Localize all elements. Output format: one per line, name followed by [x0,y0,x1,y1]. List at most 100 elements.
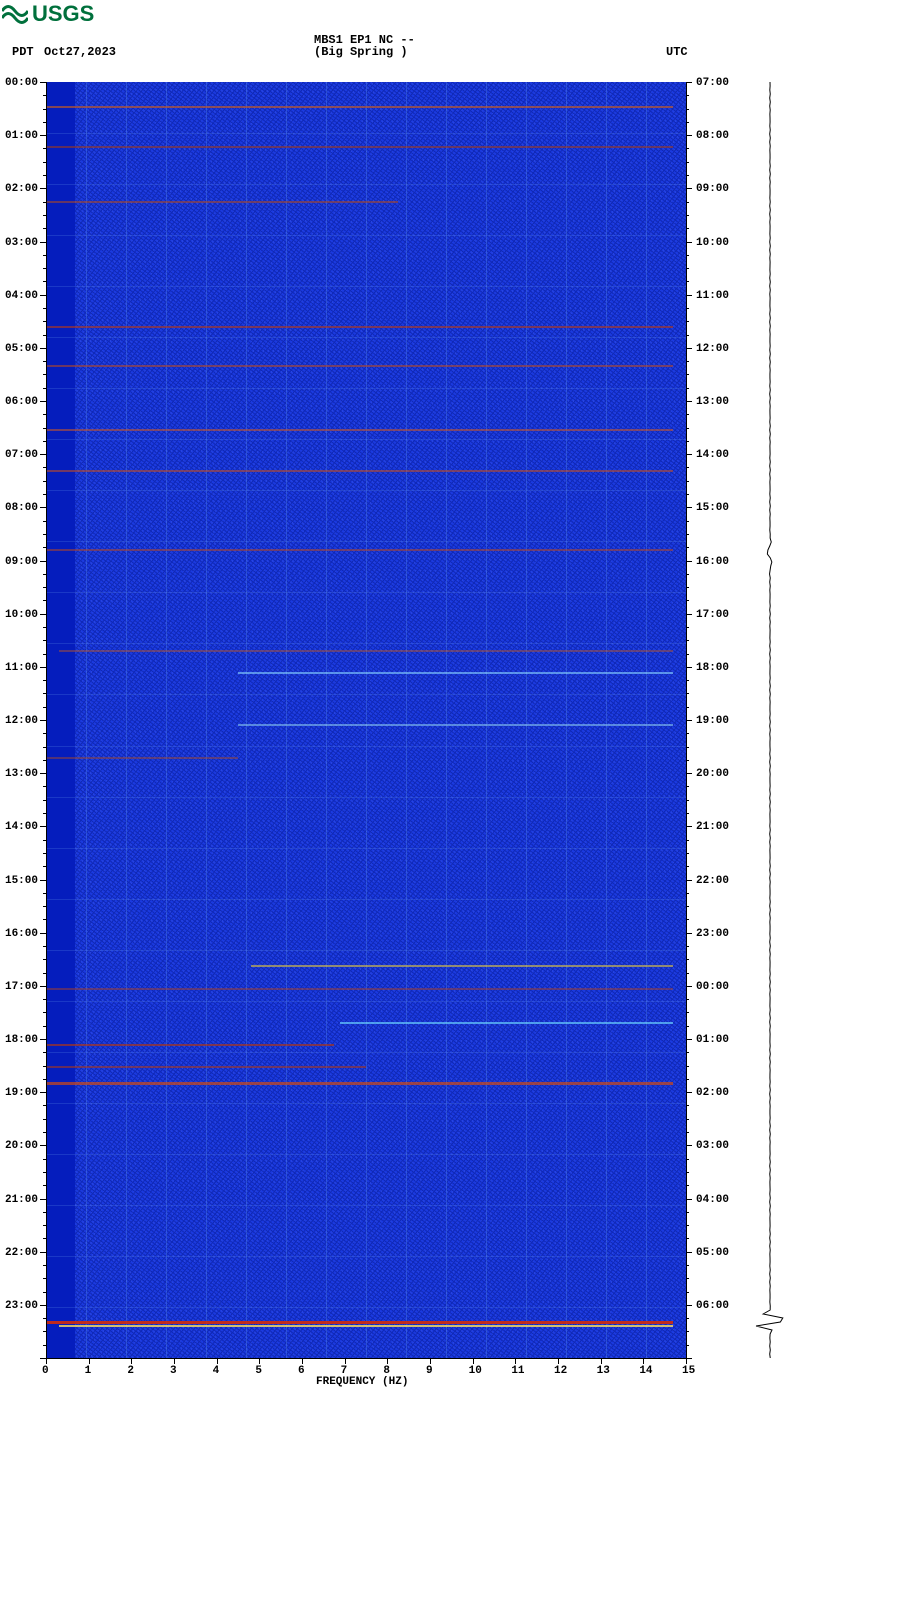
grid-v-line [526,82,527,1358]
axis-tick [40,561,46,562]
left-y-tick-label: 07:00 [5,449,38,461]
grid-h-line [46,490,686,491]
axis-tick [686,1252,692,1253]
axis-tick [686,401,692,402]
left-y-tick-label: 05:00 [5,343,38,355]
spectral-event [46,429,673,431]
x-tick-label: 11 [511,1365,524,1377]
axis-tick [43,428,46,429]
right-y-tick-label: 05:00 [696,1247,729,1259]
left-y-tick-label: 02:00 [5,183,38,195]
right-y-tick-label: 11:00 [696,290,729,302]
axis-tick [40,826,46,827]
spectral-event [46,1082,673,1085]
axis-tick [686,428,689,429]
axis-tick [686,228,689,229]
axis-tick [686,946,689,947]
side-seismogram [740,82,800,1358]
grid-h-line [46,286,686,287]
spectral-event [46,757,238,759]
axis-tick [43,707,46,708]
axis-tick [686,1225,689,1226]
axis-tick [686,959,689,960]
axis-tick [686,374,689,375]
axis-tick [43,521,46,522]
grid-v-line [286,82,287,1358]
axis-tick [43,693,46,694]
axis-tick [686,919,689,920]
x-axis-label: FREQUENCY (HZ) [316,1376,408,1388]
axis-tick [40,1092,46,1093]
axis-tick [686,481,689,482]
axis-tick [43,215,46,216]
axis-tick [43,1345,46,1346]
right-y-tick-label: 04:00 [696,1194,729,1206]
grid-h-line [46,1001,686,1002]
axis-tick [558,1358,559,1364]
axis-tick [43,534,46,535]
axis-tick [43,973,46,974]
left-y-tick-label: 22:00 [5,1247,38,1259]
axis-tick [686,82,692,83]
axis-tick [43,1119,46,1120]
axis-tick [43,680,46,681]
axis-tick [43,1318,46,1319]
right-y-tick-label: 22:00 [696,875,729,887]
axis-tick [686,414,689,415]
left-y-tick-label: 01:00 [5,130,38,142]
axis-tick [43,202,46,203]
axis-tick [686,547,689,548]
usgs-logo: USGS [2,1,94,27]
axis-tick [686,627,689,628]
axis-tick [686,1052,689,1053]
axis-tick [686,1238,689,1239]
axis-tick [43,109,46,110]
axis-tick [131,1358,132,1364]
axis-tick [43,1105,46,1106]
axis-tick [686,1265,689,1266]
usgs-wave-icon [2,4,28,24]
axis-tick [686,880,692,881]
axis-tick [686,388,689,389]
axis-tick [43,733,46,734]
axis-tick [686,175,689,176]
axis-tick [302,1358,303,1364]
axis-tick [686,321,689,322]
axis-tick [43,414,46,415]
axis-tick [686,242,692,243]
grid-h-line [46,950,686,951]
axis-tick [686,853,689,854]
axis-tick [43,1012,46,1013]
axis-tick [686,760,689,761]
axis-tick [686,1305,692,1306]
axis-tick [43,1331,46,1332]
axis-tick [686,933,692,934]
axis-tick [43,946,46,947]
grid-h-line [46,1256,686,1257]
spectral-event [238,724,673,726]
axis-tick [686,1199,692,1200]
left-y-tick-label: 04:00 [5,290,38,302]
axis-tick [43,1132,46,1133]
axis-tick [43,361,46,362]
axis-tick [686,1159,689,1160]
axis-tick [686,1212,689,1213]
x-tick-label: 12 [554,1365,567,1377]
grid-h-line [46,184,686,185]
grid-h-line [46,797,686,798]
axis-tick [686,1318,689,1319]
right-y-tick-label: 15:00 [696,502,729,514]
axis-tick [686,680,689,681]
x-tick-label: 13 [597,1365,610,1377]
axis-tick [43,640,46,641]
axis-tick [643,1358,644,1364]
axis-tick [686,1012,689,1013]
grid-v-line [606,82,607,1358]
spectral-event [46,549,673,551]
axis-tick [686,454,692,455]
axis-tick [43,627,46,628]
left-y-tick-label: 03:00 [5,237,38,249]
axis-tick [686,693,689,694]
left-y-tick-label: 13:00 [5,768,38,780]
grid-h-line [46,746,686,747]
